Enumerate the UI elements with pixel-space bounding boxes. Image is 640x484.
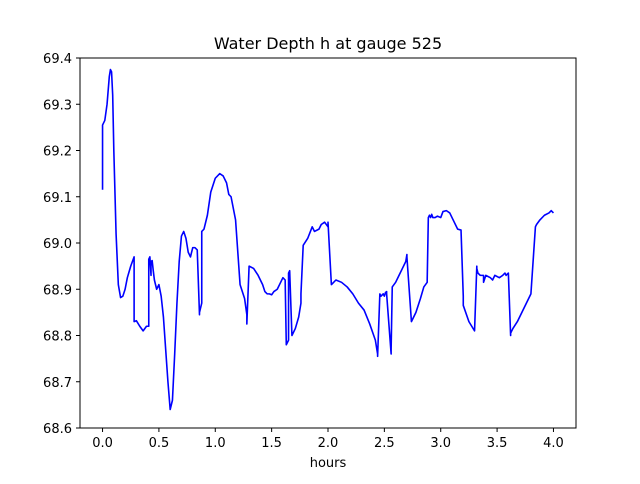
x-tick-label: 2.5	[374, 436, 395, 451]
x-tick-label: 3.5	[487, 436, 508, 451]
y-tick-label: 69.0	[43, 237, 72, 252]
y-tick-label: 69.1	[43, 191, 72, 206]
x-tick-label: 4.0	[543, 436, 564, 451]
x-axis-label: hours	[310, 456, 347, 471]
y-tick-label: 68.8	[43, 330, 72, 345]
y-axis: 68.6 68.7 68.8 68.9 69.0 69.1 69.2 69.3 69.4	[43, 52, 80, 437]
x-tick-label: 0.5	[149, 436, 170, 451]
y-tick-label: 69.2	[43, 145, 72, 160]
x-tick-label: 1.0	[205, 436, 226, 451]
y-tick-label: 68.9	[43, 283, 72, 298]
x-tick-label: 1.5	[261, 436, 282, 451]
y-tick-label: 68.7	[43, 376, 72, 391]
x-tick-label: 0.0	[92, 436, 113, 451]
x-tick-label: 2.0	[318, 436, 339, 451]
series-line	[101, 68, 555, 411]
y-tick-label: 69.3	[43, 98, 72, 113]
y-tick-label: 69.4	[43, 52, 72, 67]
series-layer	[101, 68, 555, 411]
y-tick-label: 68.6	[43, 422, 72, 437]
x-tick-label: 3.0	[430, 436, 451, 451]
chart-title: Water Depth h at gauge 525	[214, 34, 442, 53]
x-axis: 0.0 0.5 1.0 1.5 2.0 2.5 3.0 3.5 4.0	[92, 428, 564, 451]
